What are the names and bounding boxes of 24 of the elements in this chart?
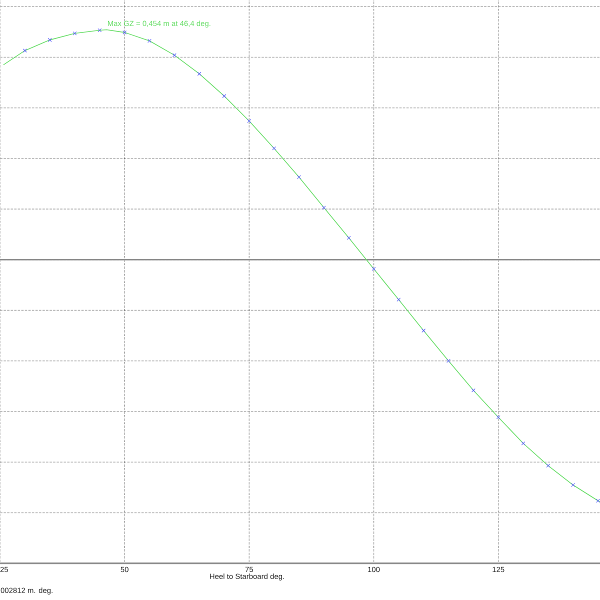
point bbox=[446, 358, 451, 363]
point bbox=[247, 119, 252, 123]
point bbox=[122, 30, 127, 34]
point bbox=[571, 483, 576, 488]
point bbox=[396, 298, 401, 302]
point bbox=[272, 146, 276, 150]
point bbox=[197, 72, 202, 76]
point bbox=[422, 328, 426, 333]
point bbox=[172, 53, 176, 58]
point bbox=[22, 48, 27, 53]
point bbox=[521, 441, 526, 446]
point bbox=[496, 415, 500, 420]
point bbox=[596, 498, 600, 503]
point bbox=[471, 388, 476, 392]
point bbox=[372, 266, 376, 271]
point bbox=[297, 175, 302, 180]
point bbox=[222, 94, 226, 98]
point bbox=[546, 464, 550, 468]
point bbox=[72, 31, 77, 36]
point bbox=[98, 28, 102, 32]
point bbox=[48, 38, 52, 42]
point bbox=[148, 38, 152, 43]
point bbox=[322, 206, 326, 210]
point bbox=[346, 236, 351, 240]
